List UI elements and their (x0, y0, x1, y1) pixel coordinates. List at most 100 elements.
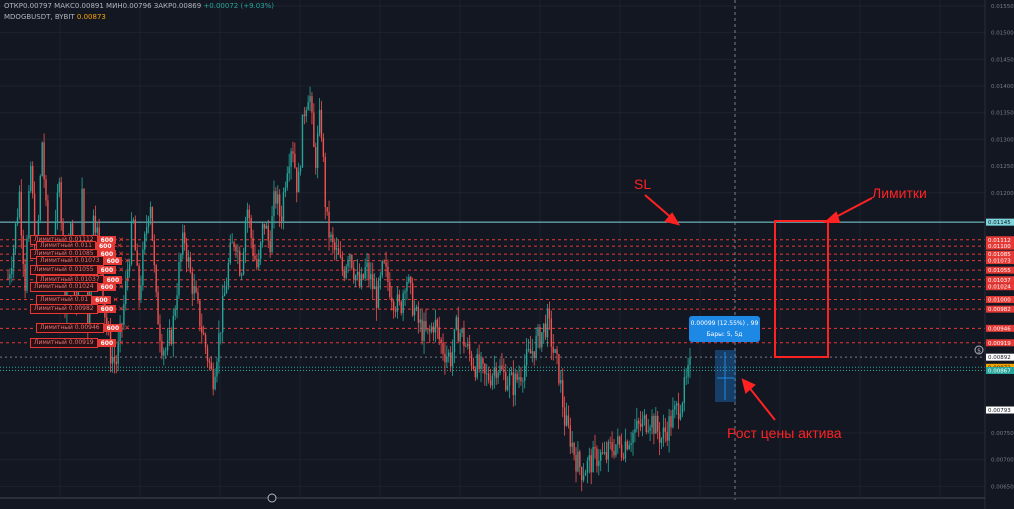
price-axis-level-label: 0.00867 (988, 369, 1011, 375)
candle-body (674, 405, 676, 410)
candle-body (672, 409, 674, 428)
price-axis-level-badge (986, 218, 1014, 226)
limit-order-row[interactable]: Лимитный 0.00982 600 ✕ (30, 304, 126, 315)
limit-order-qty[interactable]: 600 (97, 266, 117, 275)
candle-body (368, 262, 370, 280)
candle-body (377, 280, 380, 308)
limit-order-qty[interactable]: 600 (92, 295, 111, 304)
limit-order-qty[interactable]: 600 (103, 324, 123, 333)
close-icon[interactable]: ✕ (124, 275, 131, 284)
candle-body (484, 363, 486, 374)
limit-order-row[interactable]: Лимитный 0.00919 600 ✕ (30, 337, 126, 348)
candle-body (231, 242, 233, 244)
limit-order-row[interactable]: Лимитный 0.00946 600 ✕ (36, 323, 132, 334)
price-axis-tick-label: 0.01200 (991, 191, 1014, 197)
symbol-name[interactable]: MDOGBUSDT, BYBIT (4, 13, 75, 21)
candle-body (315, 146, 317, 168)
candle-body (436, 319, 439, 328)
limit-order-row[interactable]: Лимитный 0.01055 600 ✕ (30, 265, 126, 276)
candle-body (683, 377, 686, 404)
candle-body (275, 191, 277, 204)
price-axis[interactable]: 0.01550 0.01500 0.01450 0.01400 0.01350 0.013… (984, 0, 1014, 509)
candle-body (318, 109, 321, 134)
candle-body (218, 333, 220, 362)
close-icon[interactable]: ✕ (118, 338, 125, 347)
candle-body (524, 365, 526, 381)
candle-body (392, 301, 395, 311)
candle-body (354, 275, 357, 280)
candle-body (98, 227, 100, 244)
price-axis-level-badge (986, 250, 1014, 258)
price-axis-level-badge (986, 236, 1014, 244)
candle-body (529, 349, 532, 354)
time-scrollbar-handle[interactable] (267, 493, 277, 503)
close-icon[interactable]: ✕ (118, 282, 125, 291)
close-icon[interactable]: ✕ (124, 324, 131, 333)
limits-annotation-box[interactable] (774, 220, 829, 358)
close-icon[interactable]: ✕ (118, 235, 125, 244)
limit-order-qty[interactable]: 600 (103, 256, 123, 265)
candle-body (651, 415, 653, 428)
candle-body (461, 328, 463, 333)
candle-body (324, 156, 326, 208)
candle-body (31, 165, 34, 194)
close-icon[interactable]: ✕ (116, 242, 123, 251)
close-icon[interactable]: ✕ (118, 250, 125, 259)
price-axis-level-label: 0.00919 (988, 341, 1011, 347)
limit-order-qty[interactable]: 600 (97, 305, 117, 314)
candle-body (221, 296, 224, 333)
candle-body (427, 329, 429, 331)
limit-order-qty[interactable]: 600 (97, 235, 117, 244)
candle-body (470, 354, 473, 366)
candle-body (457, 317, 459, 342)
limit-order-qty[interactable]: 600 (97, 282, 117, 291)
candle-body (193, 286, 195, 294)
candle-body (258, 258, 260, 268)
price-axis-level-badge (986, 367, 1014, 375)
chart-grid (0, 0, 985, 497)
limit-order-row[interactable]: Лимитный 0.01073 600 ✕ (36, 255, 132, 266)
candle-body (468, 344, 471, 355)
candle-body (554, 349, 556, 353)
candle-body (47, 200, 49, 247)
candle-body (149, 206, 152, 218)
candle-body (685, 376, 687, 378)
candle-body (658, 431, 661, 443)
close-icon[interactable]: ✕ (118, 266, 125, 275)
candle-body (444, 353, 446, 363)
limit-order-row[interactable]: Лимитный 0.01 600 ✕ (36, 294, 121, 305)
candle-body (326, 207, 328, 212)
limit-order-row[interactable]: Лимитный 0.01024 600 ✕ (30, 281, 126, 292)
candle-body (24, 264, 26, 291)
candle-body (168, 330, 171, 341)
candle-body (297, 171, 300, 193)
candle-body (372, 274, 374, 290)
limit-order-qty[interactable]: 600 (97, 250, 117, 259)
price-axis-level-badge (986, 353, 1014, 361)
candle-body (309, 96, 311, 102)
candle-body (417, 306, 420, 323)
candle-body (16, 217, 19, 224)
candle-body (69, 223, 72, 245)
candle-body (609, 442, 611, 443)
limit-order-qty[interactable]: 600 (97, 338, 117, 347)
candle-body (246, 209, 249, 221)
close-icon[interactable]: ✕ (124, 256, 131, 265)
price-axis-level-label: 0.01000 (988, 298, 1011, 304)
ohlc-high: МАКС0.00891 (54, 2, 104, 10)
close-icon[interactable]: ✕ (112, 295, 119, 304)
axis-settings-icon[interactable] (974, 345, 984, 355)
candle-body (254, 255, 256, 260)
candle-body (351, 254, 353, 269)
candle-body (182, 232, 184, 255)
candle-body (330, 234, 332, 238)
limit-order-qty[interactable]: 600 (95, 242, 115, 251)
close-icon[interactable]: ✕ (118, 305, 125, 314)
candle-body (516, 373, 518, 380)
candle-body (620, 444, 623, 458)
candle-body (512, 372, 515, 396)
limit-order-qty[interactable]: 600 (103, 275, 123, 284)
candle-body (389, 281, 391, 298)
price-axis-level-label: 0.01112 (988, 238, 1011, 244)
